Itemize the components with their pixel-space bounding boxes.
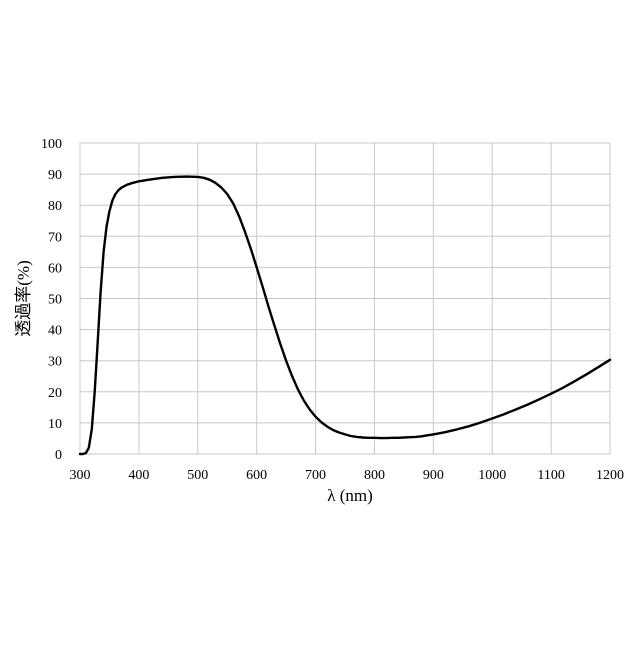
grid [79,142,611,455]
x-tick-label: 300 [70,468,91,483]
y-axis-ticks: 0 10 20 30 40 50 60 70 80 90 100 [41,137,62,463]
y-axis-title: 透過率(%) [14,260,33,336]
y-tick-label: 100 [41,137,62,152]
y-tick-label: 90 [48,168,62,183]
series-line-0 [78,175,612,456]
y-tick-label: 70 [48,230,62,245]
x-axis-ticks: 300 400 500 600 700 800 900 1000 1100 1200 [70,468,625,483]
y-tick-label: 20 [48,386,62,401]
x-tick-label: 900 [423,468,444,483]
x-axis-title: λ (nm) [327,486,373,505]
x-tick-label: 1100 [537,468,564,483]
y-tick-label: 0 [55,448,62,463]
y-tick-label: 80 [48,199,62,214]
y-tick-label: 40 [48,324,62,339]
series-layer [78,175,612,456]
x-tick-label: 500 [187,468,208,483]
y-tick-label: 50 [48,293,62,308]
x-tick-label: 700 [305,468,326,483]
y-tick-label: 30 [48,355,62,370]
x-tick-label: 1200 [596,468,624,483]
plot-area-frame [79,142,611,455]
y-tick-label: 10 [48,417,62,432]
x-tick-label: 400 [128,468,149,483]
y-tick-label: 60 [48,261,62,276]
x-tick-label: 1000 [478,468,506,483]
x-tick-label: 800 [364,468,385,483]
x-tick-label: 600 [246,468,267,483]
